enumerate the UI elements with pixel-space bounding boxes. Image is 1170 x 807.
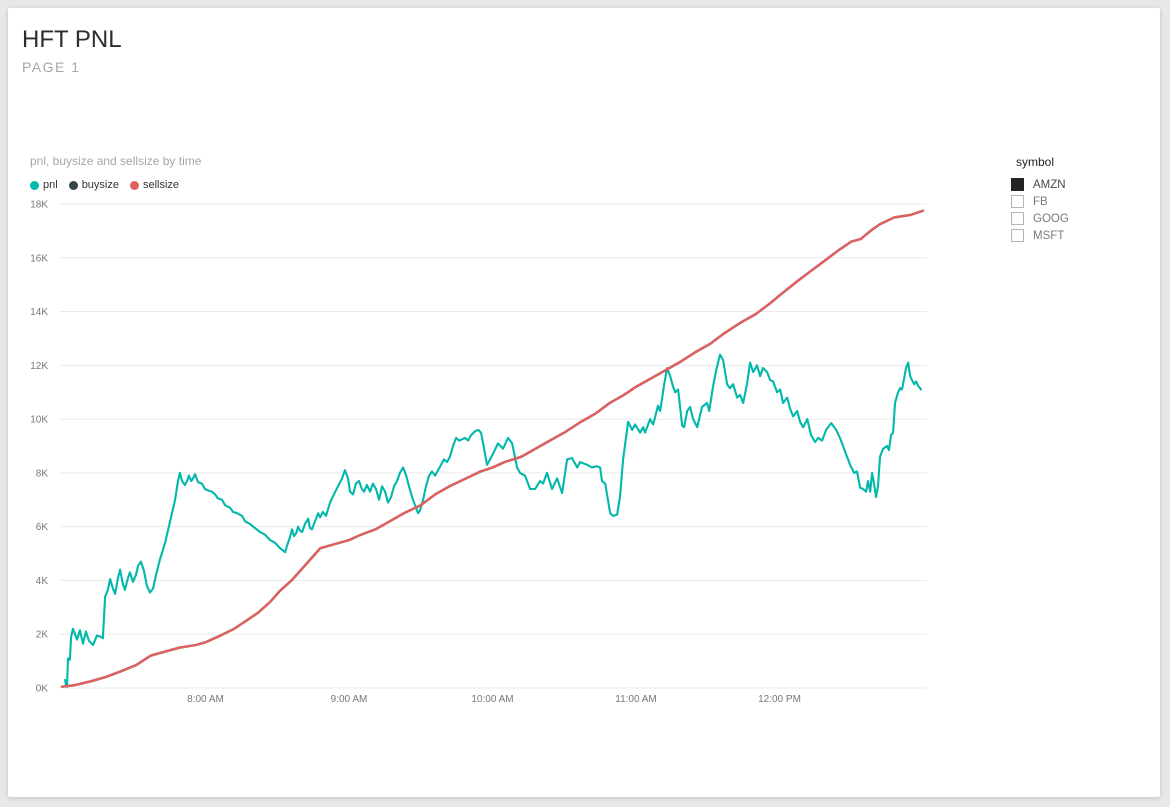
symbol-slicer: symbol AMZN FB GOOG MSFT: [1011, 155, 1069, 244]
slicer-item-label: FB: [1033, 195, 1048, 208]
legend-item-sellsize[interactable]: sellsize: [129, 179, 180, 191]
legend-label: pnl: [43, 179, 58, 191]
x-axis-tick-label: 11:00 AM: [615, 694, 657, 705]
checkbox-icon[interactable]: [1011, 195, 1024, 208]
x-axis-tick-label: 9:00 AM: [331, 694, 368, 705]
slicer-item-label: GOOG: [1033, 212, 1069, 225]
sellsize-series-dot-icon: [129, 180, 139, 190]
y-axis-tick-label: 10K: [30, 415, 48, 426]
legend-item-buysize[interactable]: buysize: [68, 179, 119, 191]
y-axis-tick-label: 0K: [36, 684, 49, 695]
chart-legend: pnl buysize sellsize: [30, 179, 179, 191]
legend-label: sellsize: [142, 179, 180, 191]
checkbox-icon[interactable]: [1011, 178, 1024, 191]
y-axis-tick-label: 4K: [36, 576, 49, 587]
legend-item-pnl[interactable]: pnl: [30, 179, 58, 191]
y-axis-tick-label: 18K: [30, 199, 48, 210]
page-subtitle: PAGE 1: [22, 59, 81, 75]
x-axis-tick-label: 10:00 AM: [471, 694, 513, 705]
chart-title: pnl, buysize and sellsize by time: [30, 154, 202, 168]
page-title: HFT PNL: [22, 26, 122, 53]
slicer-item-goog[interactable]: GOOG: [1011, 210, 1069, 227]
legend-label: buysize: [81, 179, 119, 191]
y-axis-tick-label: 16K: [30, 253, 48, 264]
slicer-item-amzn[interactable]: AMZN: [1011, 176, 1069, 193]
buysize-line: [60, 209, 925, 688]
buysize-series-dot-icon: [68, 180, 78, 190]
checkbox-icon[interactable]: [1011, 212, 1024, 225]
sellsize-line: [60, 209, 925, 688]
checkbox-icon[interactable]: [1011, 229, 1024, 242]
slicer-item-fb[interactable]: FB: [1011, 193, 1069, 210]
x-axis-tick-label: 8:00 AM: [187, 694, 224, 705]
y-axis-tick-label: 12K: [30, 361, 48, 372]
y-axis-tick-label: 8K: [36, 468, 49, 479]
x-axis-tick-label: 12:00 PM: [758, 694, 801, 705]
slicer-item-label: MSFT: [1033, 229, 1065, 242]
slicer-title: symbol: [1016, 155, 1055, 169]
pnl-series-dot-icon: [30, 180, 39, 190]
slicer-item-label: AMZN: [1033, 178, 1066, 191]
slicer-item-msft[interactable]: MSFT: [1011, 227, 1069, 244]
y-axis-tick-label: 14K: [30, 307, 48, 318]
report-canvas: [8, 8, 1160, 797]
pnl-line: [64, 353, 923, 688]
y-axis-tick-label: 2K: [36, 630, 49, 641]
y-axis-tick-label: 6K: [36, 522, 49, 533]
